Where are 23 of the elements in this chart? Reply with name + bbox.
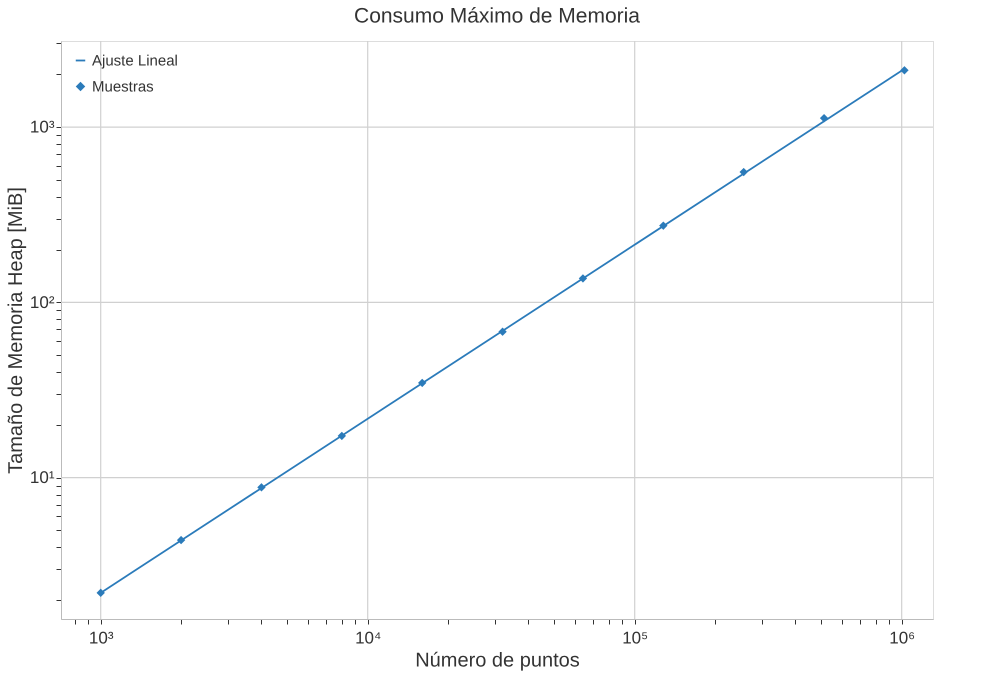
y-tick-label: 10³ (30, 118, 55, 137)
point (257, 483, 266, 492)
point (176, 536, 186, 544)
point (338, 432, 346, 440)
point (820, 114, 828, 122)
point (740, 168, 748, 176)
y-tick-label: 10² (30, 292, 55, 312)
chart-title: Consumo Máximo de Memoria (354, 4, 640, 28)
x-tick-label: 10⁵ (622, 628, 648, 648)
x-axis-title: Número de puntos (415, 650, 580, 672)
legend-label: Ajuste Lineal (92, 52, 178, 70)
x-tick-label: 10³ (88, 628, 114, 648)
x-tick-label: 10⁶ (889, 628, 916, 648)
point (418, 378, 426, 388)
legend-label: Muestras (92, 78, 154, 96)
point (498, 328, 507, 336)
y-tick-label: 10¹ (30, 468, 55, 488)
x-tick-label: 10⁴ (355, 628, 382, 648)
point (578, 274, 588, 283)
point (900, 66, 909, 74)
y-axis-title: Tamaño de Memoria Heap [MiB] (4, 187, 27, 474)
point (96, 588, 105, 598)
point (659, 221, 668, 230)
